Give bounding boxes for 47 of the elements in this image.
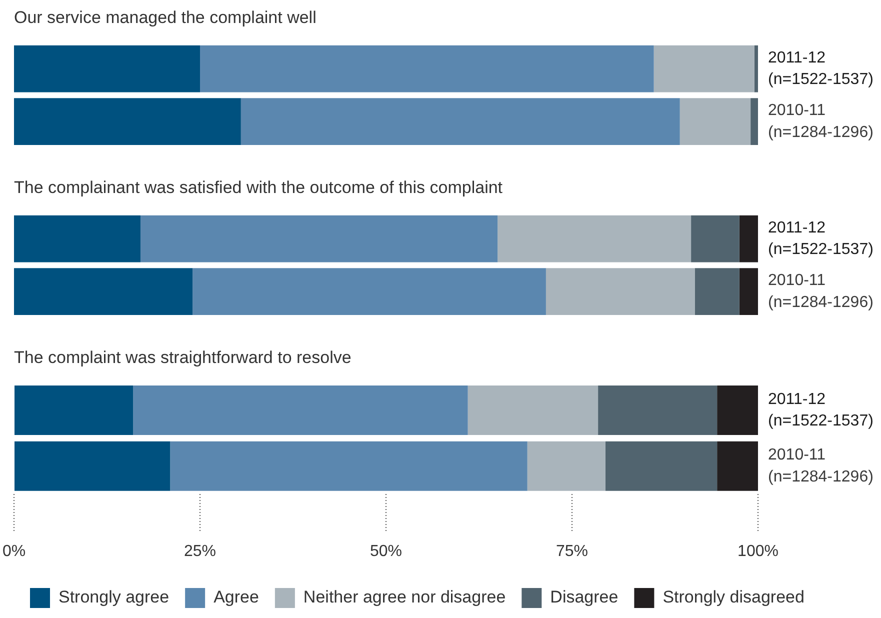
bar <box>546 268 695 316</box>
bar <box>133 386 468 436</box>
y-tick-label: 2011-12 (n=1522-1537) <box>768 219 874 258</box>
bar <box>468 386 598 436</box>
legend-label: Agree <box>214 588 259 607</box>
legend-label: Neither agree nor disagree <box>303 588 506 607</box>
bar <box>598 386 718 436</box>
bar <box>14 98 241 146</box>
bar <box>739 215 758 262</box>
bar <box>140 215 498 262</box>
bar <box>200 45 654 92</box>
bar <box>240 98 680 146</box>
bar <box>654 45 754 92</box>
bar <box>14 215 140 262</box>
bar <box>605 441 718 491</box>
x-tick-label: 25% <box>184 543 216 560</box>
bar <box>717 441 758 491</box>
bar <box>717 386 758 436</box>
y-tick-label: 2010-11 (n=1284-1296) <box>768 102 874 141</box>
y-tick-label: 2011-12 (n=1522-1537) <box>768 49 874 88</box>
chart-title: Our service managed the complaint well <box>14 8 316 27</box>
bar <box>694 268 740 316</box>
bar <box>691 215 740 262</box>
bar <box>14 268 193 316</box>
x-tick-label: 75% <box>556 543 588 560</box>
legend-label: Strongly disagreed <box>662 588 804 607</box>
legend-label: Disagree <box>550 588 618 607</box>
bar <box>192 268 546 316</box>
x-tick-label: 0% <box>2 543 26 560</box>
chart-title: The complainant was satisfied with the outcome of this complaint <box>14 178 503 197</box>
y-tick-label: 2010-11 (n=1284-1296) <box>768 446 874 486</box>
bar <box>170 441 528 491</box>
bar <box>14 441 170 491</box>
bar <box>14 45 200 92</box>
bar <box>739 268 758 316</box>
bar <box>754 45 758 92</box>
y-tick-label: 2010-11 (n=1284-1296) <box>768 272 874 311</box>
bar <box>680 98 751 146</box>
bar <box>498 215 692 262</box>
legend-label: Strongly agree <box>58 588 170 607</box>
x-tick-label: 100% <box>738 543 778 560</box>
bar <box>527 441 606 491</box>
y-tick-label: 2011-12 (n=1522-1537) <box>768 390 874 430</box>
x-tick-label: 50% <box>370 543 402 560</box>
bar <box>750 98 758 146</box>
bar <box>14 386 134 436</box>
chart-title: The complaint was straightforward to resolve <box>14 348 352 367</box>
